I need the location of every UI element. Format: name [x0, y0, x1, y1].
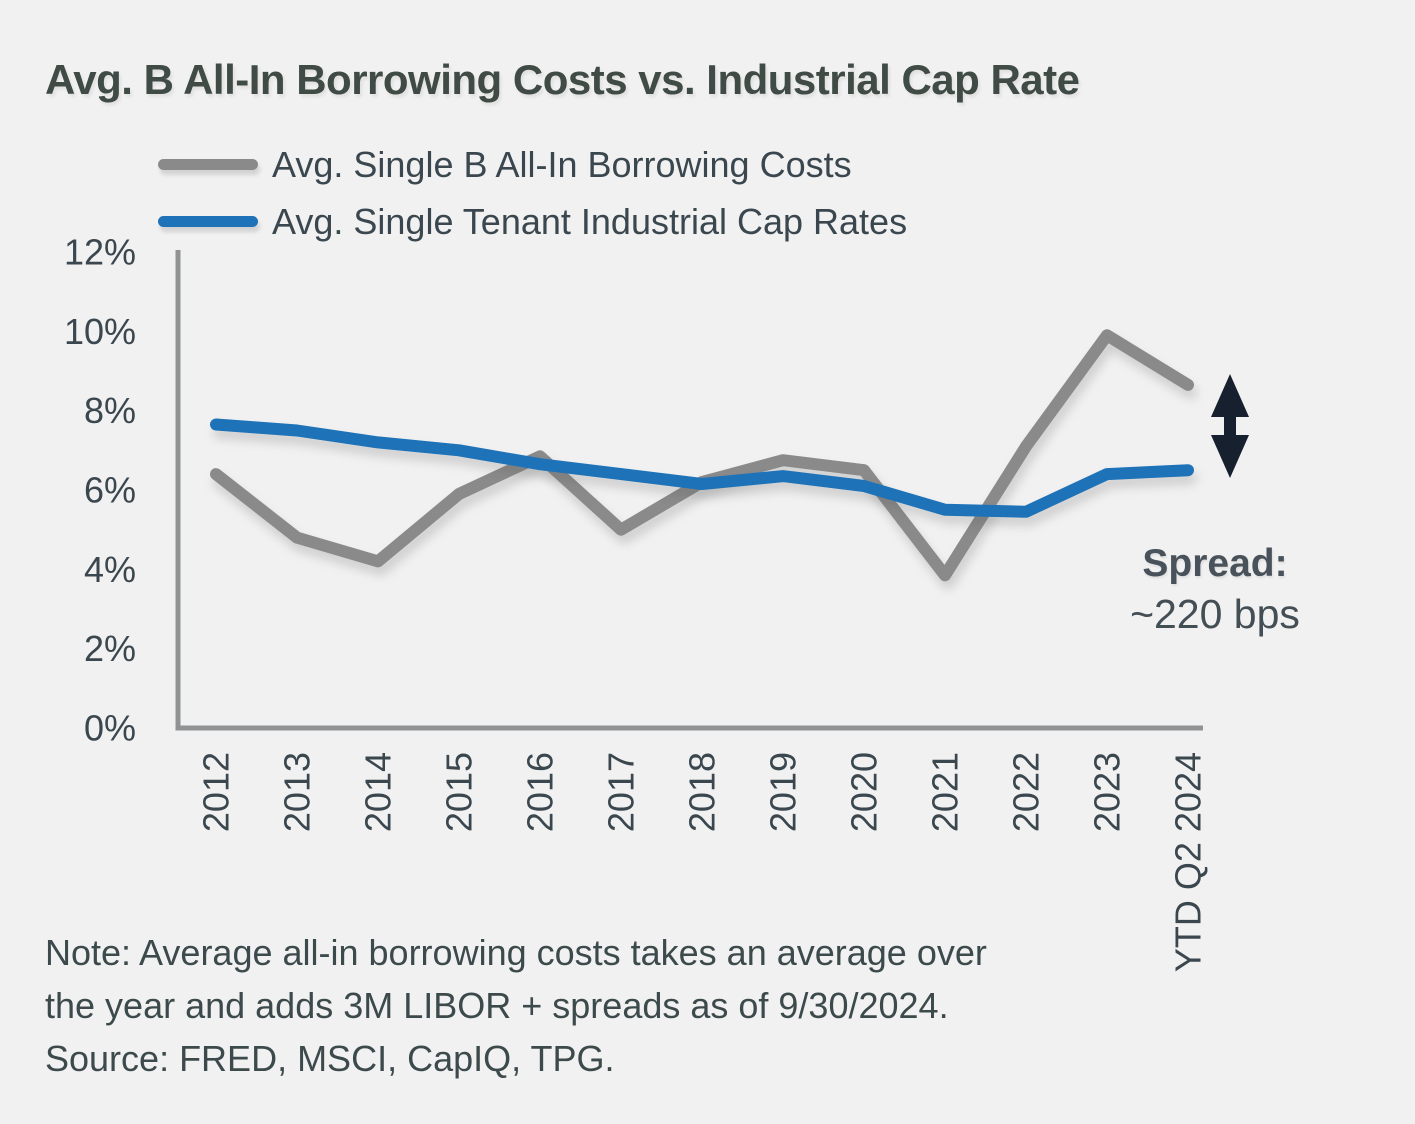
- tick-labels: 0% 2% 4% 6% 8% 10% 12% 2012 2013 2014 2015 2016 2017…: [64, 231, 1209, 972]
- x-tick-label: 2013: [277, 752, 318, 832]
- y-tick-label: 8%: [84, 390, 136, 431]
- x-tick-label: 2015: [439, 752, 480, 832]
- legend-label-cap-rates: Avg. Single Tenant Industrial Cap Rates: [272, 200, 908, 242]
- chart-title: Avg. B All-In Borrowing Costs vs. Indust…: [45, 56, 1080, 103]
- spread-arrow-icon: [1211, 374, 1249, 478]
- x-tick-label: 2020: [844, 752, 885, 832]
- legend-swatch-borrowing-costs: [158, 159, 258, 170]
- y-tick-label: 12%: [64, 231, 136, 272]
- x-tick-label: 2016: [520, 752, 561, 832]
- spread-label: Spread:: [1142, 542, 1288, 585]
- spread-value: ~220 bps: [1130, 591, 1300, 637]
- series-lines: [210, 329, 1194, 582]
- note-line-1: Note: Average all-in borrowing costs tak…: [45, 932, 987, 973]
- y-tick-label: 6%: [84, 469, 136, 510]
- legend-item-borrowing-costs: Avg. Single B All-In Borrowing Costs: [158, 136, 907, 193]
- x-tick-label: 2017: [601, 752, 642, 832]
- x-tick-label: 2021: [925, 752, 966, 832]
- legend-swatch-cap-rates: [158, 216, 258, 227]
- x-tick-label: 2012: [196, 752, 237, 832]
- line-cap-rates: [210, 418, 1194, 518]
- legend-label-borrowing-costs: Avg. Single B All-In Borrowing Costs: [272, 143, 852, 185]
- note-line-2: the year and adds 3M LIBOR + spreads as …: [45, 985, 949, 1026]
- y-tick-label: 4%: [84, 549, 136, 590]
- x-tick-label: 2022: [1006, 752, 1047, 832]
- note-line-3: Source: FRED, MSCI, CapIQ, TPG.: [45, 1038, 615, 1079]
- x-tick-label: 2018: [682, 752, 723, 832]
- x-tick-label: 2014: [358, 752, 399, 832]
- footnote: Note: Average all-in borrowing costs tak…: [45, 926, 987, 1085]
- spread-annotation: Spread: ~220 bps: [1085, 542, 1345, 638]
- line-borrowing-costs: [210, 329, 1194, 582]
- y-tick-label: 2%: [84, 628, 136, 669]
- y-tick-label: 10%: [64, 311, 136, 352]
- axes: [175, 250, 1203, 731]
- x-tick-label: YTD Q2 2024: [1168, 752, 1209, 972]
- legend: Avg. Single B All-In Borrowing Costs Avg…: [158, 136, 907, 250]
- x-tick-label: 2019: [763, 752, 804, 832]
- x-tick-label: 2023: [1087, 752, 1128, 832]
- y-tick-label: 0%: [84, 708, 136, 749]
- legend-item-cap-rates: Avg. Single Tenant Industrial Cap Rates: [158, 193, 907, 250]
